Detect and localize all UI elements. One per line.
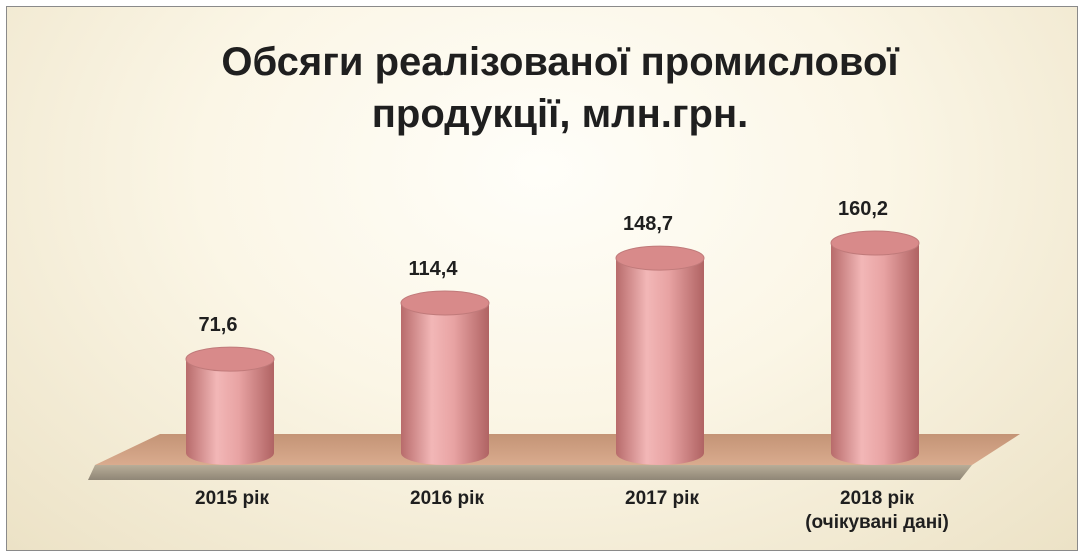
bar (830, 230, 920, 465)
bar-body (616, 258, 704, 465)
category-labels: 2015 рік 2016 рік 2017 рік 2018 рік (очікува… (195, 488, 949, 533)
chart-title: Обсяги реалізованої промислової продукції… (221, 40, 899, 136)
bar (400, 290, 490, 465)
chart-floor (88, 434, 1020, 480)
category-label: 2016 рік (410, 488, 484, 509)
value-label: 160,2 (838, 198, 888, 220)
category-label: 2018 рік (840, 488, 914, 509)
bar-top (400, 290, 490, 316)
value-labels: 71,6 114,4 148,7 160,2 (199, 198, 889, 336)
value-label: 148,7 (623, 213, 673, 235)
floor-back-plane (95, 434, 1020, 465)
category-label: 2015 рік (195, 488, 269, 509)
category-label: (очікувані дані) (805, 512, 949, 533)
bar-body (186, 359, 274, 465)
bar-body (831, 243, 919, 465)
bar (185, 346, 275, 465)
chart-title-line: продукції, млн.грн. (372, 92, 748, 136)
bar-top (615, 245, 705, 271)
value-label: 71,6 (199, 314, 238, 336)
category-label: 2017 рік (625, 488, 699, 509)
bar (615, 245, 705, 465)
floor-front-edge (88, 465, 972, 480)
bar-body (401, 303, 489, 465)
bar-top (830, 230, 920, 256)
bar-top (185, 346, 275, 372)
chart-title-line: Обсяги реалізованої промислової (221, 40, 899, 84)
value-label: 114,4 (409, 258, 459, 280)
bars (185, 230, 920, 465)
